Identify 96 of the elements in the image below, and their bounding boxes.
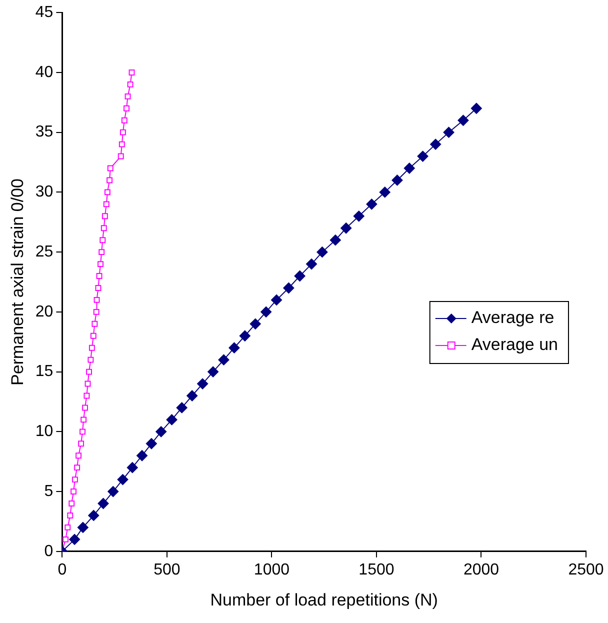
- x-axis-title: Number of load repetitions (N): [210, 590, 438, 610]
- point: [80, 428, 86, 435]
- point: [306, 258, 318, 270]
- point: [430, 138, 442, 150]
- point: [78, 440, 84, 447]
- point: [68, 500, 75, 506]
- point: [208, 366, 219, 378]
- point: [98, 249, 105, 256]
- point: [260, 306, 272, 318]
- point: [176, 402, 188, 414]
- point: [90, 332, 96, 339]
- point: [88, 356, 94, 363]
- point: [98, 261, 104, 268]
- y-tick-label: 10: [35, 423, 54, 440]
- point: [197, 378, 208, 390]
- point: [156, 426, 167, 438]
- point: [69, 534, 80, 545]
- point: [100, 225, 107, 232]
- point: [107, 165, 114, 172]
- point: [100, 237, 106, 244]
- point: [124, 105, 130, 112]
- y-tick-label: 30: [35, 184, 54, 201]
- point: [250, 318, 261, 330]
- point: [82, 404, 88, 411]
- x-tick-label: 2000: [463, 561, 500, 578]
- point: [136, 450, 148, 462]
- point: [417, 150, 428, 162]
- point: [330, 234, 341, 246]
- point: [146, 438, 157, 450]
- point: [104, 189, 110, 196]
- point: [96, 273, 102, 279]
- point: [458, 114, 469, 126]
- y-tick-label: 15: [35, 363, 54, 380]
- point: [283, 282, 294, 294]
- y-axis-title: Permanent axial strain 0/00: [8, 178, 27, 386]
- y-tick-label: 5: [44, 482, 54, 500]
- y-tick-label: 0: [44, 542, 54, 560]
- point: [106, 177, 113, 184]
- point: [88, 344, 95, 351]
- point: [84, 392, 90, 399]
- point: [316, 246, 328, 258]
- point: [239, 330, 250, 342]
- point: [404, 162, 415, 174]
- point: [127, 81, 134, 88]
- x-tick-label: 1000: [254, 561, 290, 578]
- point: [126, 462, 138, 474]
- point: [128, 69, 135, 76]
- point: [117, 474, 128, 486]
- point: [98, 498, 109, 510]
- y-tick-label: 25: [35, 243, 54, 260]
- point: [366, 198, 378, 210]
- point: [77, 522, 88, 533]
- point: [379, 186, 390, 198]
- y-tick-label: 45: [35, 4, 54, 22]
- point: [92, 320, 98, 327]
- point: [86, 368, 92, 375]
- point: [70, 488, 76, 495]
- point: [95, 285, 102, 291]
- x-tick-label: 1500: [358, 561, 394, 578]
- point: [166, 414, 178, 426]
- legend-label: Average un: [471, 335, 558, 354]
- point: [108, 486, 119, 498]
- point: [93, 308, 100, 315]
- point: [103, 201, 110, 208]
- point: [74, 464, 80, 471]
- point: [118, 153, 124, 160]
- point: [88, 510, 100, 521]
- point: [353, 210, 364, 222]
- point: [120, 129, 126, 136]
- point: [294, 270, 306, 282]
- point: [80, 416, 87, 423]
- point: [118, 141, 125, 148]
- y-tick-label: 35: [35, 124, 54, 141]
- point: [392, 174, 403, 186]
- point: [443, 126, 454, 138]
- point: [94, 296, 100, 303]
- point: [340, 222, 352, 234]
- point: [76, 452, 82, 459]
- point: [218, 354, 230, 366]
- point: [102, 213, 108, 220]
- point: [228, 342, 240, 354]
- point: [64, 524, 71, 530]
- point: [72, 476, 78, 483]
- x-tick-label: 500: [154, 561, 180, 578]
- x-tick-label: 2500: [568, 561, 604, 578]
- point: [271, 294, 282, 306]
- y-tick-label: 40: [35, 64, 54, 81]
- legend-label: Average re: [471, 308, 554, 328]
- point: [62, 536, 69, 542]
- point: [67, 512, 74, 518]
- point: [186, 390, 198, 402]
- point: [124, 93, 131, 100]
- point: [470, 102, 482, 114]
- x-tick-label: 0: [58, 561, 67, 578]
- point: [121, 117, 128, 124]
- y-tick-label: 20: [35, 303, 54, 320]
